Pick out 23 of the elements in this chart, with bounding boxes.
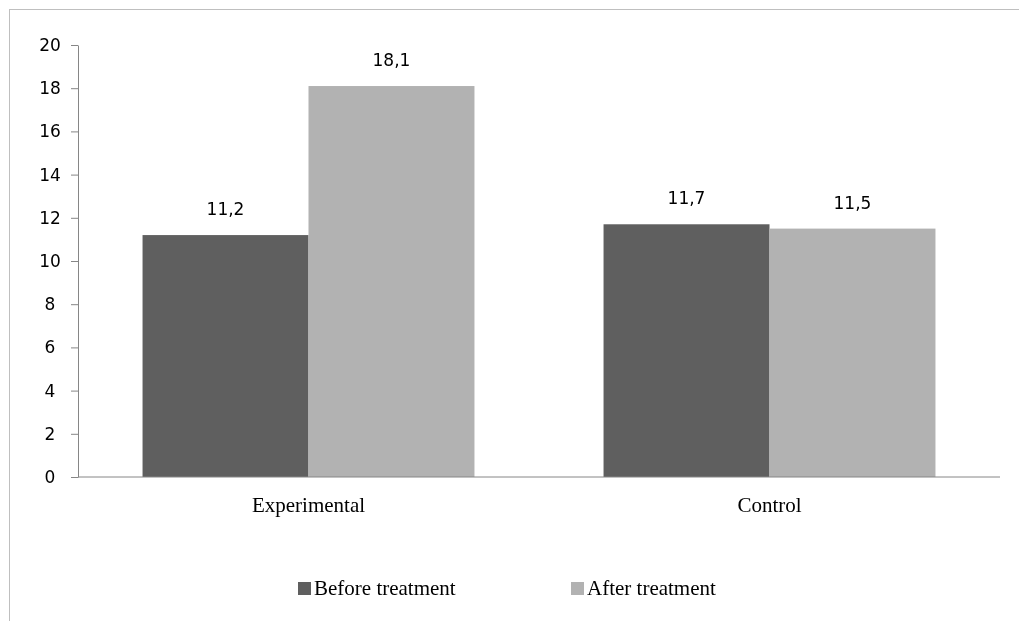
legend-label: Before treatment <box>314 576 456 600</box>
data-label: 11,5 <box>833 192 872 213</box>
bar <box>308 86 475 477</box>
y-tick-label: 6 <box>44 337 56 358</box>
y-tick-label: 12 <box>39 207 61 228</box>
x-tick-label: Control <box>737 492 802 517</box>
x-tick-label: Experimental <box>251 492 366 517</box>
data-label: 11,7 <box>667 188 706 209</box>
y-tick-label: 2 <box>44 423 56 444</box>
y-tick-label: 16 <box>39 121 61 142</box>
y-tick-label: 20 <box>39 34 61 55</box>
bar <box>142 235 309 477</box>
data-label: 11,2 <box>206 199 245 220</box>
legend-label: After treatment <box>587 576 717 600</box>
bar <box>769 228 936 477</box>
bar <box>603 224 770 477</box>
y-tick-label: 18 <box>39 78 61 99</box>
y-tick-label: 8 <box>44 294 56 315</box>
y-tick-label: 10 <box>39 250 61 271</box>
y-tick-label: 4 <box>44 380 56 401</box>
y-tick-label: 14 <box>39 164 61 185</box>
y-tick-label: 0 <box>44 466 56 487</box>
data-label: 18,1 <box>372 50 411 71</box>
